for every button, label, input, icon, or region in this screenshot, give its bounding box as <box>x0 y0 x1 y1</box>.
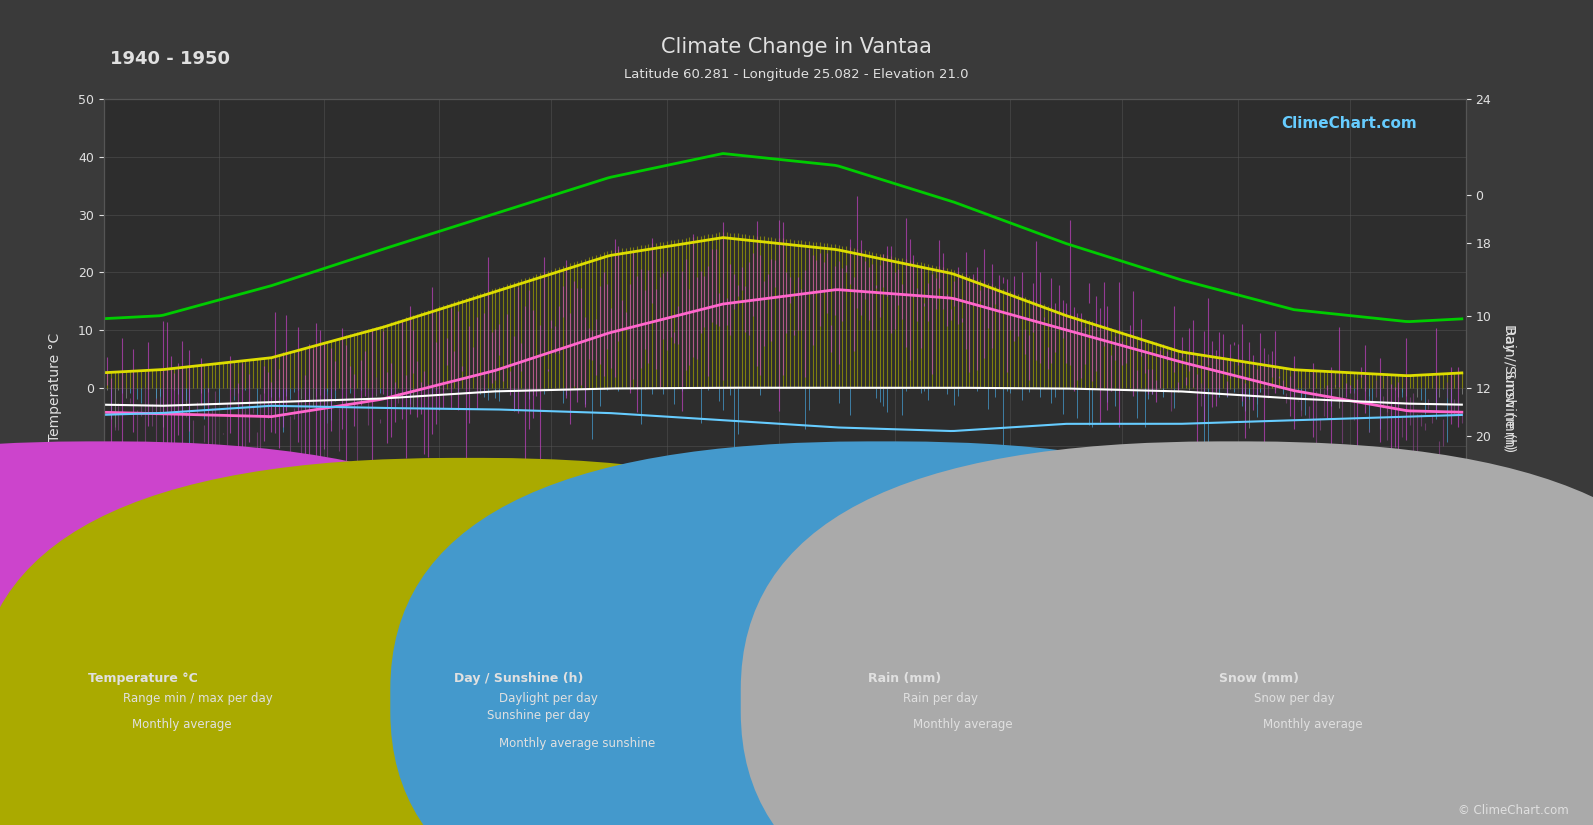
Y-axis label: Temperature °C: Temperature °C <box>48 333 62 442</box>
Text: Snow per day: Snow per day <box>1254 692 1335 705</box>
Text: © ClimeChart.com: © ClimeChart.com <box>1458 804 1569 817</box>
Text: Monthly average: Monthly average <box>913 719 1013 732</box>
Text: Temperature °C: Temperature °C <box>88 672 198 686</box>
Text: 1940 - 1950: 1940 - 1950 <box>110 50 231 68</box>
Text: Day / Sunshine (h): Day / Sunshine (h) <box>454 672 583 686</box>
Text: Climate Change in Vantaa: Climate Change in Vantaa <box>661 37 932 57</box>
Text: Monthly average: Monthly average <box>1263 719 1364 732</box>
Text: Monthly average sunshine: Monthly average sunshine <box>499 737 655 750</box>
Text: Rain (mm): Rain (mm) <box>868 672 941 686</box>
Text: Monthly average: Monthly average <box>132 719 233 732</box>
Text: Range min / max per day: Range min / max per day <box>123 692 272 705</box>
Text: ClimeChart.com: ClimeChart.com <box>127 601 252 615</box>
Y-axis label: Rain / Snow (mm): Rain / Snow (mm) <box>1502 326 1517 450</box>
Text: Rain per day: Rain per day <box>903 692 978 705</box>
Y-axis label: Day / Sunshine (h): Day / Sunshine (h) <box>1502 323 1517 452</box>
Text: ClimeChart.com: ClimeChart.com <box>1282 116 1418 131</box>
Text: Snow (mm): Snow (mm) <box>1219 672 1298 686</box>
Text: Sunshine per day: Sunshine per day <box>487 710 591 723</box>
Text: Daylight per day: Daylight per day <box>499 692 597 705</box>
Text: Latitude 60.281 - Longitude 25.082 - Elevation 21.0: Latitude 60.281 - Longitude 25.082 - Ele… <box>624 68 969 81</box>
